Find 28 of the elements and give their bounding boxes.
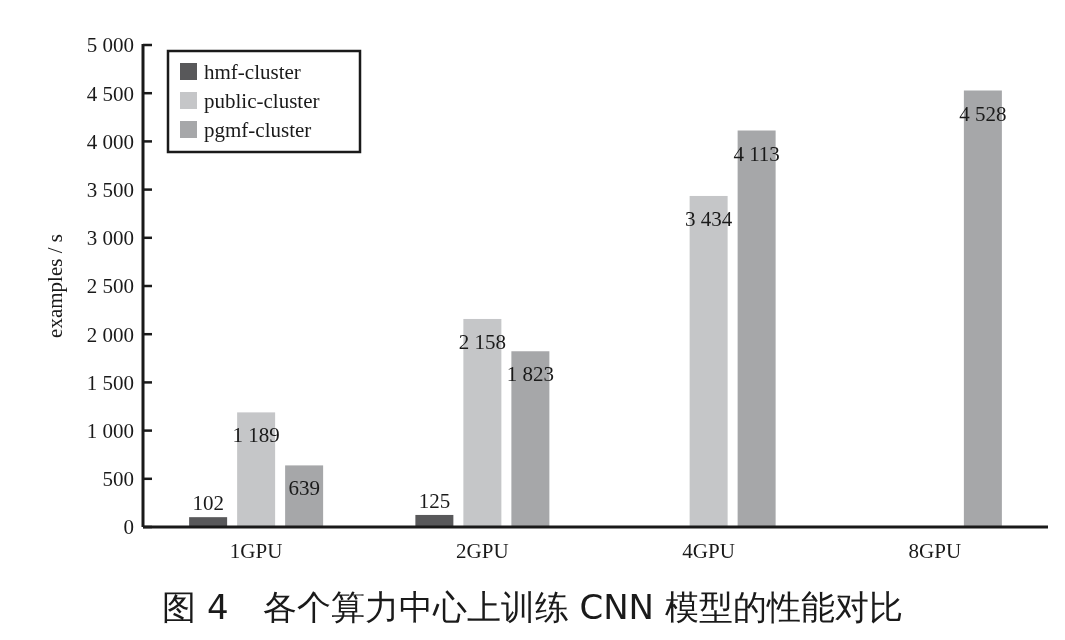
- data-label: 639: [288, 476, 320, 501]
- legend-label: pgmf-cluster: [204, 118, 312, 143]
- data-label: 3 434: [685, 206, 733, 231]
- y-tick-label: 0: [123, 515, 134, 540]
- data-label: 2 158: [458, 329, 506, 354]
- text: 图 4 各个算力中心上训练 CNN 模型的性能对比: [162, 587, 903, 627]
- y-tick-label: 4 500: [86, 81, 134, 106]
- x-tick-label: 8GPU: [908, 539, 962, 563]
- y-axis-title: examples / s: [43, 234, 67, 338]
- bar: [189, 517, 228, 527]
- y-tick-label: 1 500: [86, 370, 134, 395]
- legend-label: public-cluster: [204, 89, 320, 114]
- data-label: 125: [418, 488, 451, 513]
- x-tick-label: 2GPU: [456, 539, 509, 563]
- data-label: 1 189: [232, 423, 280, 448]
- data-label: 102: [192, 491, 224, 516]
- x-tick-label: 1GPU: [229, 539, 283, 563]
- y-tick-label: 2 000: [86, 322, 134, 347]
- y-tick-label: 2 500: [86, 274, 134, 299]
- y-tick-label: 4 000: [86, 129, 134, 154]
- y-tick-label: 3 500: [86, 177, 134, 202]
- legend-label: hmf-cluster: [204, 60, 301, 85]
- bar: [415, 514, 454, 527]
- y-tick-label: 500: [102, 467, 134, 492]
- x-tick-label: 4GPU: [682, 539, 735, 563]
- y-tick-label: 3 000: [86, 226, 134, 251]
- y-tick-label: 1 000: [86, 418, 134, 443]
- y-tick-label: 5 000: [86, 33, 134, 58]
